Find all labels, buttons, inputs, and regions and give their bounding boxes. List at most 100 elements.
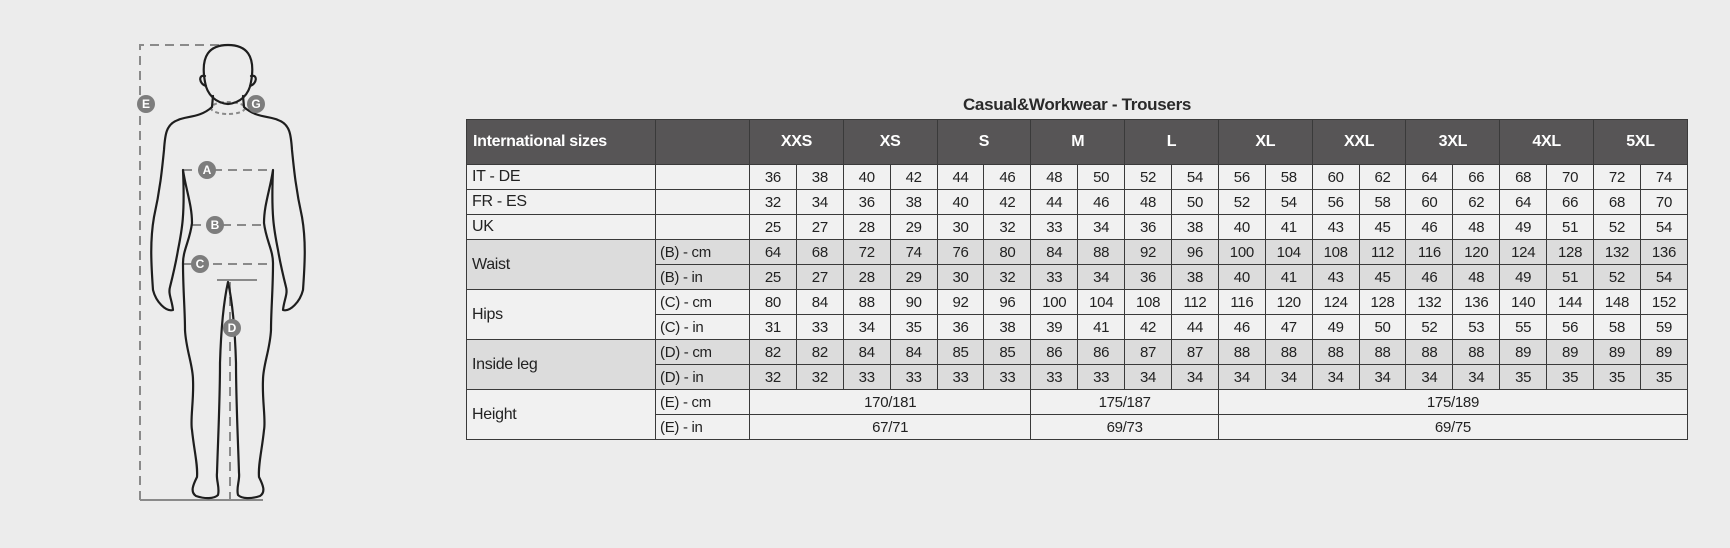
size-value-cell: 66 (1452, 164, 1501, 190)
size-value-cell: 41 (1077, 314, 1126, 340)
size-value-cell: 51 (1546, 264, 1595, 290)
size-value-cell: 132 (1405, 289, 1454, 315)
size-value-cell: 48 (1124, 189, 1173, 215)
table-row: (B) - in 25 27 28 29 30 32 33 34 36 38 40 41 43 45 46 48… (467, 264, 1689, 290)
row-unit-label (655, 164, 750, 190)
header-size-5xl: 5XL (1593, 119, 1688, 165)
size-value-cell: 48 (1030, 164, 1079, 190)
svg-text:D: D (228, 321, 237, 335)
size-value-cell: 70 (1546, 164, 1595, 190)
size-value-cell: 84 (1030, 239, 1079, 265)
size-value-cell: 100 (1030, 289, 1079, 315)
size-value-cell: 35 (1546, 364, 1595, 390)
size-chart-title: Casual&Workwear - Trousers (962, 95, 1192, 114)
marker-d: D (223, 319, 241, 337)
size-value-cell: 40 (842, 164, 891, 190)
measurement-markers: E G A B C D (137, 95, 265, 337)
size-value-cell: 34 (842, 314, 891, 340)
height-range-cell: 175/187 (1030, 389, 1219, 415)
size-value-cell: 152 (1639, 289, 1689, 315)
size-value-cell: 28 (842, 264, 891, 290)
size-value-cell: 88 (1077, 239, 1126, 265)
size-value-cell: 60 (1405, 189, 1454, 215)
size-value-cell: 38 (889, 189, 938, 215)
size-value-cell: 46 (983, 164, 1032, 190)
size-value-cell: 52 (1124, 164, 1173, 190)
size-value-cell: 82 (749, 339, 797, 365)
row-unit-label (655, 214, 750, 240)
table-row: (D) - in 32 32 33 33 33 33 33 33 34 34 34 34 34 34 34 34… (467, 364, 1689, 390)
size-value-cell: 52 (1593, 214, 1641, 240)
size-value-cell: 34 (795, 189, 844, 215)
marker-b: B (206, 216, 224, 234)
size-value-cell: 96 (983, 289, 1032, 315)
header-size-s: S (936, 119, 1032, 165)
header-size-xl: XL (1217, 119, 1313, 165)
svg-text:E: E (142, 97, 150, 111)
row-unit-label: (E) - cm (655, 389, 750, 415)
row-unit-label: (C) - cm (655, 289, 750, 315)
size-value-cell: 56 (1311, 189, 1360, 215)
size-value-cell: 104 (1077, 289, 1126, 315)
size-value-cell: 33 (1030, 364, 1079, 390)
row-label-height: Height (466, 389, 656, 440)
size-value-cell: 124 (1311, 289, 1360, 315)
size-value-cell: 88 (1264, 339, 1313, 365)
marker-e: E (137, 95, 155, 113)
size-value-cell: 46 (1405, 264, 1454, 290)
size-value-cell: 33 (842, 364, 891, 390)
header-size-l: L (1124, 119, 1219, 165)
svg-text:B: B (211, 218, 220, 232)
size-value-cell: 33 (1030, 214, 1079, 240)
size-value-cell: 47 (1264, 314, 1313, 340)
size-value-cell: 59 (1639, 314, 1689, 340)
size-value-cell: 34 (1077, 214, 1126, 240)
size-value-cell: 34 (1264, 364, 1313, 390)
size-value-cell: 33 (1077, 364, 1126, 390)
size-value-cell: 90 (889, 289, 938, 315)
table-row: Inside leg (D) - cm 82 82 84 84 85 85 86 86 87 87 88… (466, 339, 1689, 390)
size-value-cell: 33 (1030, 264, 1079, 290)
size-value-cell: 31 (749, 314, 797, 340)
size-header-row: International sizes XXS XS S M L XL XXL 3XL 4XL 5X… (466, 119, 1688, 165)
size-value-cell: 62 (1452, 189, 1501, 215)
size-value-cell: 82 (795, 339, 844, 365)
size-value-cell: 30 (936, 264, 985, 290)
size-value-cell: 89 (1499, 339, 1548, 365)
size-value-cell: 36 (842, 189, 891, 215)
size-value-cell: 34 (1171, 364, 1219, 390)
size-value-cell: 42 (1124, 314, 1173, 340)
size-value-cell: 38 (1171, 264, 1219, 290)
size-value-cell: 64 (749, 239, 797, 265)
table-row: UK 25 27 28 29 30 32 33 34 36 38 40 41 43 45 46 48 49 51 52… (466, 214, 1689, 240)
size-value-cell: 54 (1171, 164, 1219, 190)
size-value-cell: 41 (1264, 264, 1313, 290)
size-value-cell: 85 (936, 339, 985, 365)
size-value-cell: 33 (795, 314, 844, 340)
size-value-cell: 44 (1171, 314, 1219, 340)
size-value-cell: 66 (1546, 189, 1595, 215)
size-value-cell: 58 (1593, 314, 1641, 340)
size-value-cell: 44 (1030, 189, 1079, 215)
size-value-cell: 108 (1311, 239, 1360, 265)
table-row: IT - DE 36 38 40 42 44 46 48 50 52 54 56 58 60 62 64 66 6… (466, 164, 1689, 190)
svg-text:A: A (203, 163, 212, 177)
size-value-cell: 89 (1639, 339, 1689, 365)
size-value-cell: 33 (936, 364, 985, 390)
svg-text:G: G (251, 97, 260, 111)
size-value-cell: 148 (1593, 289, 1641, 315)
size-value-cell: 29 (889, 264, 938, 290)
size-value-cell: 30 (936, 214, 985, 240)
size-value-cell: 36 (1124, 264, 1173, 290)
header-size-4xl: 4XL (1499, 119, 1595, 165)
size-value-cell: 92 (936, 289, 985, 315)
size-value-cell: 38 (983, 314, 1032, 340)
size-value-cell: 48 (1452, 214, 1501, 240)
size-value-cell: 68 (1593, 189, 1641, 215)
size-value-cell: 48 (1452, 264, 1501, 290)
marker-c: C (191, 255, 209, 273)
size-value-cell: 46 (1217, 314, 1266, 340)
size-value-cell: 86 (1030, 339, 1079, 365)
size-value-cell: 87 (1171, 339, 1219, 365)
row-label-inside-leg: Inside leg (466, 339, 656, 390)
